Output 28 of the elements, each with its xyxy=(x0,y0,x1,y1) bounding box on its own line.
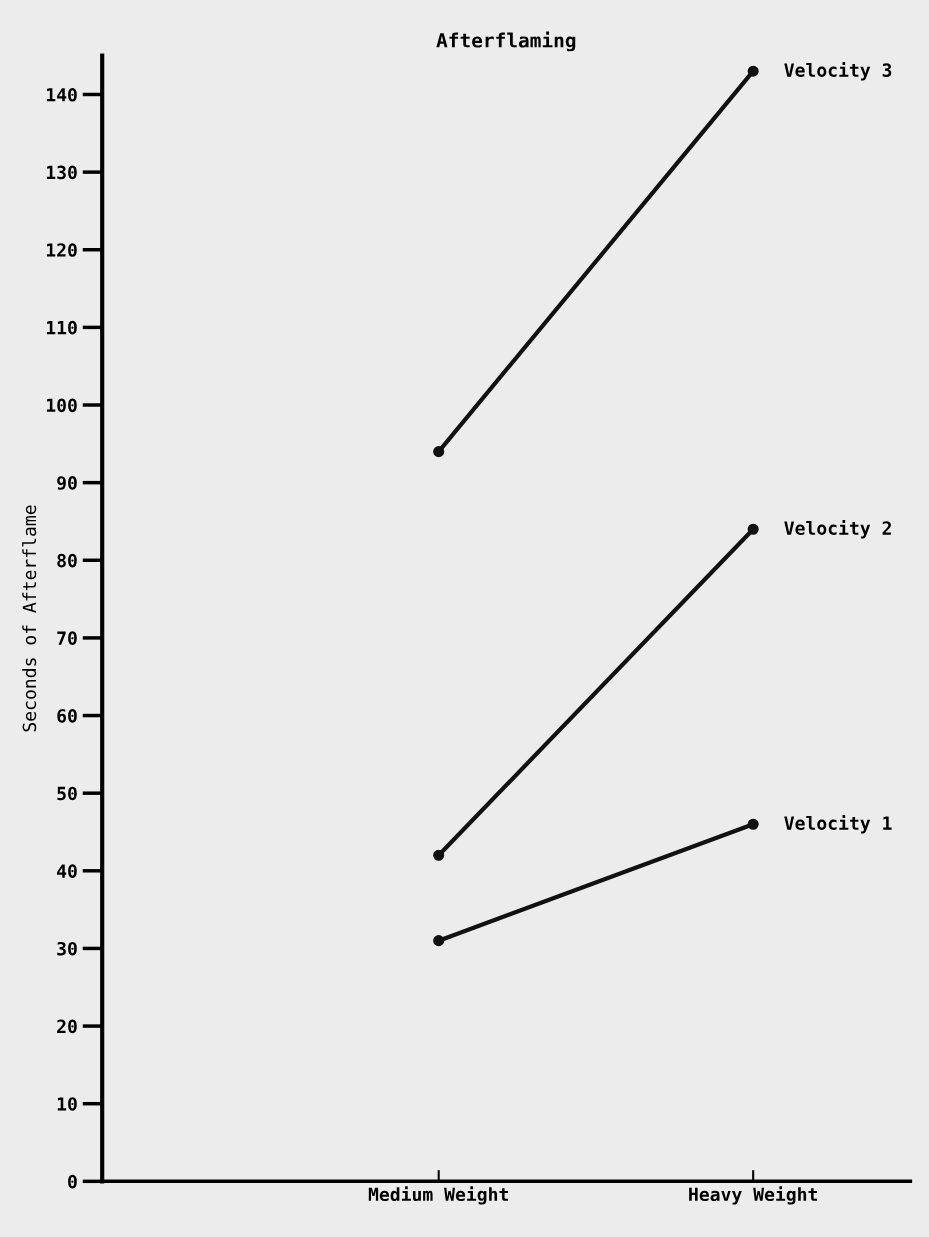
y-tick-label: 130 xyxy=(46,165,77,180)
point xyxy=(433,446,445,458)
point xyxy=(747,523,759,535)
chart-title: Afterflaming xyxy=(436,31,576,52)
point xyxy=(433,849,445,861)
y-tick-label: 140 xyxy=(46,87,77,102)
y-tick-label: 20 xyxy=(57,1019,77,1034)
y-tick-label: 100 xyxy=(46,398,77,413)
y-tick-label: 40 xyxy=(57,864,77,878)
y-tick-label: 60 xyxy=(57,709,77,723)
y-tick-label: 30 xyxy=(57,941,77,956)
y-tick-label: 120 xyxy=(46,243,77,257)
y-tick-label: 70 xyxy=(57,631,77,646)
y-tick-label: 50 xyxy=(57,786,77,801)
y-tick-label: 90 xyxy=(57,476,77,490)
x-tick-label: Medium Weight xyxy=(368,1186,508,1205)
y-tick-label: 80 xyxy=(57,553,77,568)
y-axis-title: Seconds of Afterflame xyxy=(22,505,37,732)
point xyxy=(433,935,445,947)
y-tick-label: 0 xyxy=(68,1174,77,1189)
series-label: Velocity 1 xyxy=(784,815,892,834)
x-tick-label: Heavy Weight xyxy=(689,1186,817,1205)
series-label: Velocity 3 xyxy=(784,61,892,81)
point xyxy=(747,818,759,830)
y-tick-label: 10 xyxy=(57,1097,77,1111)
point xyxy=(747,65,759,77)
y-tick-label: 110 xyxy=(46,320,77,335)
series-label: Velocity 2 xyxy=(784,520,891,539)
